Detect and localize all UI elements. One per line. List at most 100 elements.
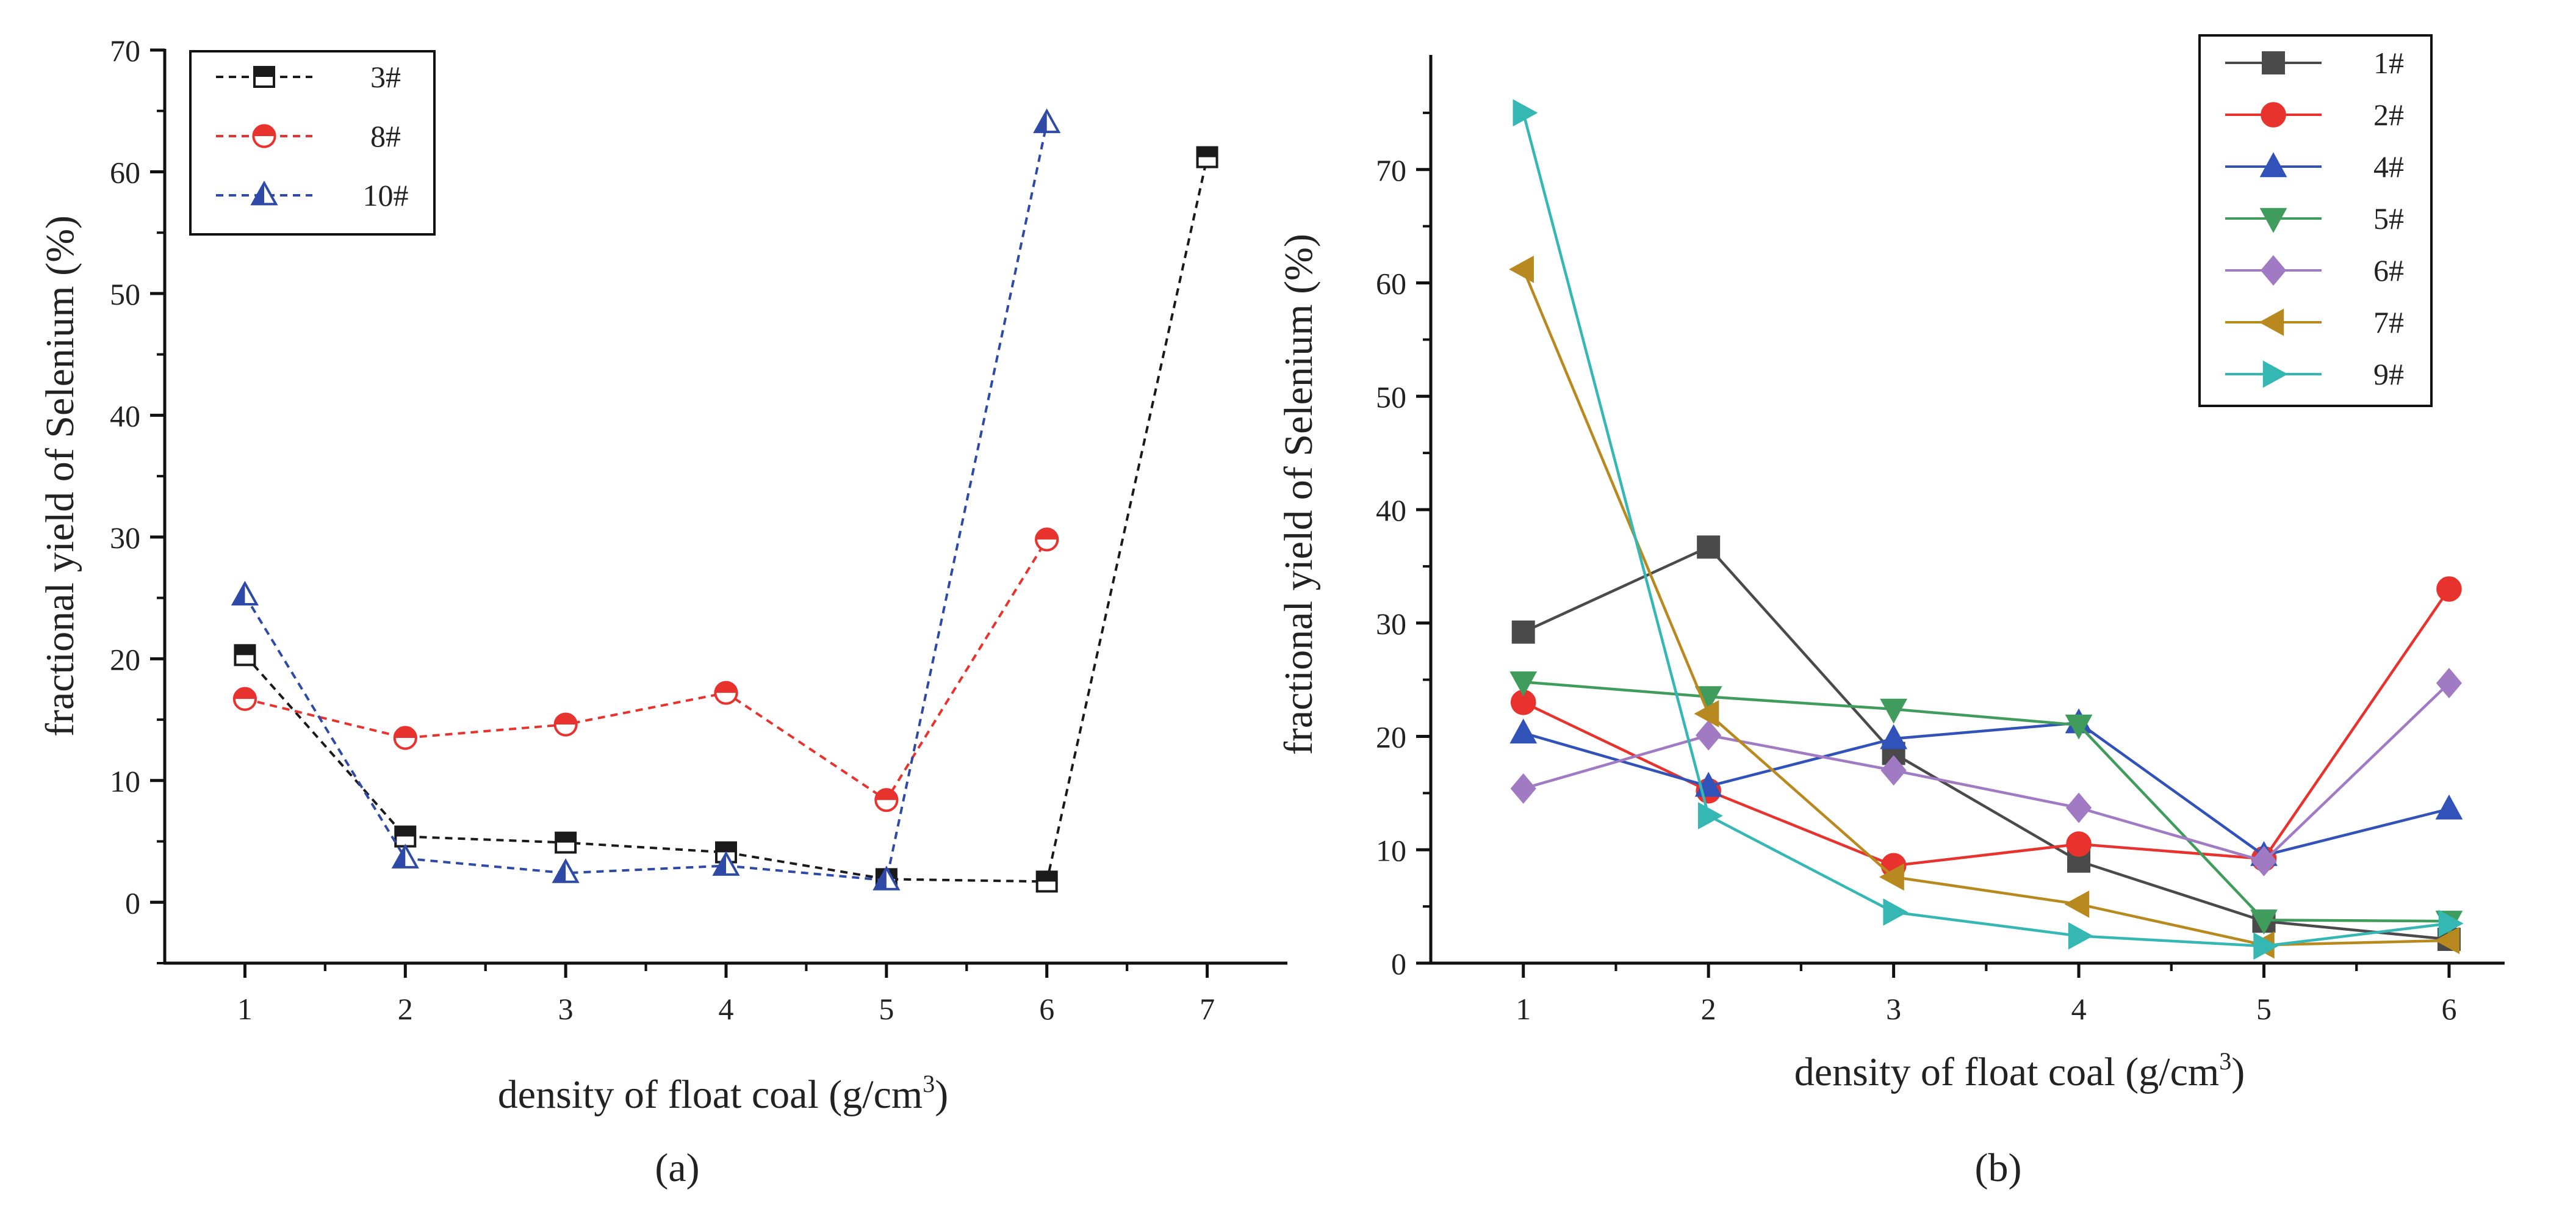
data-point (1880, 698, 1908, 724)
data-point (1697, 802, 1723, 829)
series-line (1523, 682, 2450, 863)
data-point (394, 825, 417, 848)
x-tick-label: 2 (398, 992, 413, 1026)
data-point (1697, 535, 1721, 559)
y-tick-label: 10 (1376, 833, 1406, 867)
y-tick-label: 50 (1376, 380, 1406, 414)
data-point (1511, 620, 1535, 644)
data-point (1883, 898, 1909, 926)
series-1# (1511, 535, 2461, 951)
data-point (2438, 909, 2464, 938)
chart-a: 0 10 20 30 40 50 60 70 1 2 3 4 5 6 7 density of float c… (38, 34, 1287, 1190)
y-tick-label: 40 (1376, 493, 1406, 527)
x-tick-label: 4 (719, 992, 734, 1026)
x-tick-label: 2 (1701, 992, 1716, 1026)
data-point (2066, 831, 2092, 857)
y-tick-label: 20 (110, 642, 140, 676)
series-10# (231, 108, 1061, 891)
y-tick-label: 30 (110, 521, 140, 555)
data-point (552, 858, 580, 883)
data-point (2065, 714, 2093, 740)
x-tick-label: 5 (2256, 992, 2272, 1026)
data-point (714, 681, 738, 705)
series-line (243, 123, 1048, 882)
data-point (2436, 668, 2463, 699)
data-point (2250, 909, 2278, 935)
legend-marker (252, 124, 276, 148)
y-tick-label: 0 (1391, 947, 1406, 981)
series-line (1523, 721, 2450, 857)
legend-label: 9# (2373, 357, 2404, 391)
data-point (2434, 927, 2460, 955)
legend: 1# 2# 4# 5# 6# 7# 9# (2198, 34, 2433, 407)
data-point (1035, 870, 1058, 893)
data-point (231, 580, 259, 606)
data-point (2065, 792, 2092, 823)
series-line (244, 538, 1048, 802)
y-tick-label: 30 (1376, 607, 1406, 641)
legend-label: 10# (363, 178, 409, 212)
data-point (234, 644, 256, 667)
data-point (1879, 863, 1904, 891)
legend-label: 8# (370, 119, 401, 153)
legend-marker (2259, 208, 2287, 233)
legend-label: 2# (2373, 98, 2404, 132)
x-tick-label: 1 (237, 992, 253, 1026)
series-8# (232, 527, 1059, 812)
y-tick-label: 70 (110, 34, 140, 68)
data-point (555, 831, 577, 854)
legend-marker (250, 180, 278, 206)
series-line (1522, 545, 2450, 941)
data-point (712, 851, 740, 876)
legend-marker (2260, 255, 2287, 286)
series-line (1522, 588, 2450, 867)
panel-label: (b) (1975, 1146, 2022, 1190)
y-tick-label: 50 (110, 277, 140, 311)
legend-marker (2262, 51, 2285, 74)
data-point (2253, 932, 2279, 960)
legend-label: 4# (2373, 150, 2404, 184)
series-2# (1510, 576, 2462, 879)
panel-label: (a) (655, 1146, 699, 1190)
y-tick-label: 10 (110, 764, 140, 798)
data-point (1509, 255, 1534, 283)
legend: 3# 8# 10# (189, 50, 436, 236)
data-point (1696, 720, 1722, 751)
legend-label: 3# (370, 60, 401, 94)
data-point (1509, 718, 1538, 744)
x-tick-label: 5 (879, 992, 894, 1026)
y-tick-label: 0 (125, 886, 140, 920)
legend-label: 7# (2373, 305, 2404, 339)
data-point (232, 687, 257, 711)
data-point (1694, 699, 1719, 728)
y-tick-label: 60 (110, 155, 140, 189)
series-3# (234, 146, 1218, 893)
x-tick-label: 3 (558, 992, 574, 1026)
series-line (243, 157, 1209, 883)
y-axis-label: fractional yield of Selenium (%) (38, 215, 82, 737)
data-point (391, 844, 419, 869)
data-point (1880, 755, 1907, 786)
series-9# (1513, 99, 2464, 960)
y-tick-label: 60 (1376, 267, 1406, 301)
series-4# (1509, 708, 2463, 866)
legend-label: 1# (2373, 46, 2404, 80)
data-point (1880, 724, 1908, 750)
series-5# (1509, 671, 2463, 936)
data-point (2435, 794, 2463, 820)
x-tick-label: 3 (1886, 992, 1901, 1026)
legend-box (189, 50, 436, 236)
data-point (2064, 891, 2090, 918)
y-tick-label: 40 (110, 399, 140, 433)
y-axis-label: fractional yield of Selenium (%) (1276, 234, 1321, 755)
legend-marker (2259, 308, 2284, 336)
series-line (1522, 269, 2450, 947)
legend-label: 5# (2373, 201, 2404, 236)
legend-box (2198, 34, 2433, 407)
series-6# (1510, 668, 2463, 876)
legend-marker (2262, 360, 2288, 388)
legend-label: 6# (2373, 253, 2404, 287)
x-tick-label: 6 (1039, 992, 1054, 1026)
x-axis-label: density of float coal (g/cm3) (1794, 1047, 2245, 1094)
